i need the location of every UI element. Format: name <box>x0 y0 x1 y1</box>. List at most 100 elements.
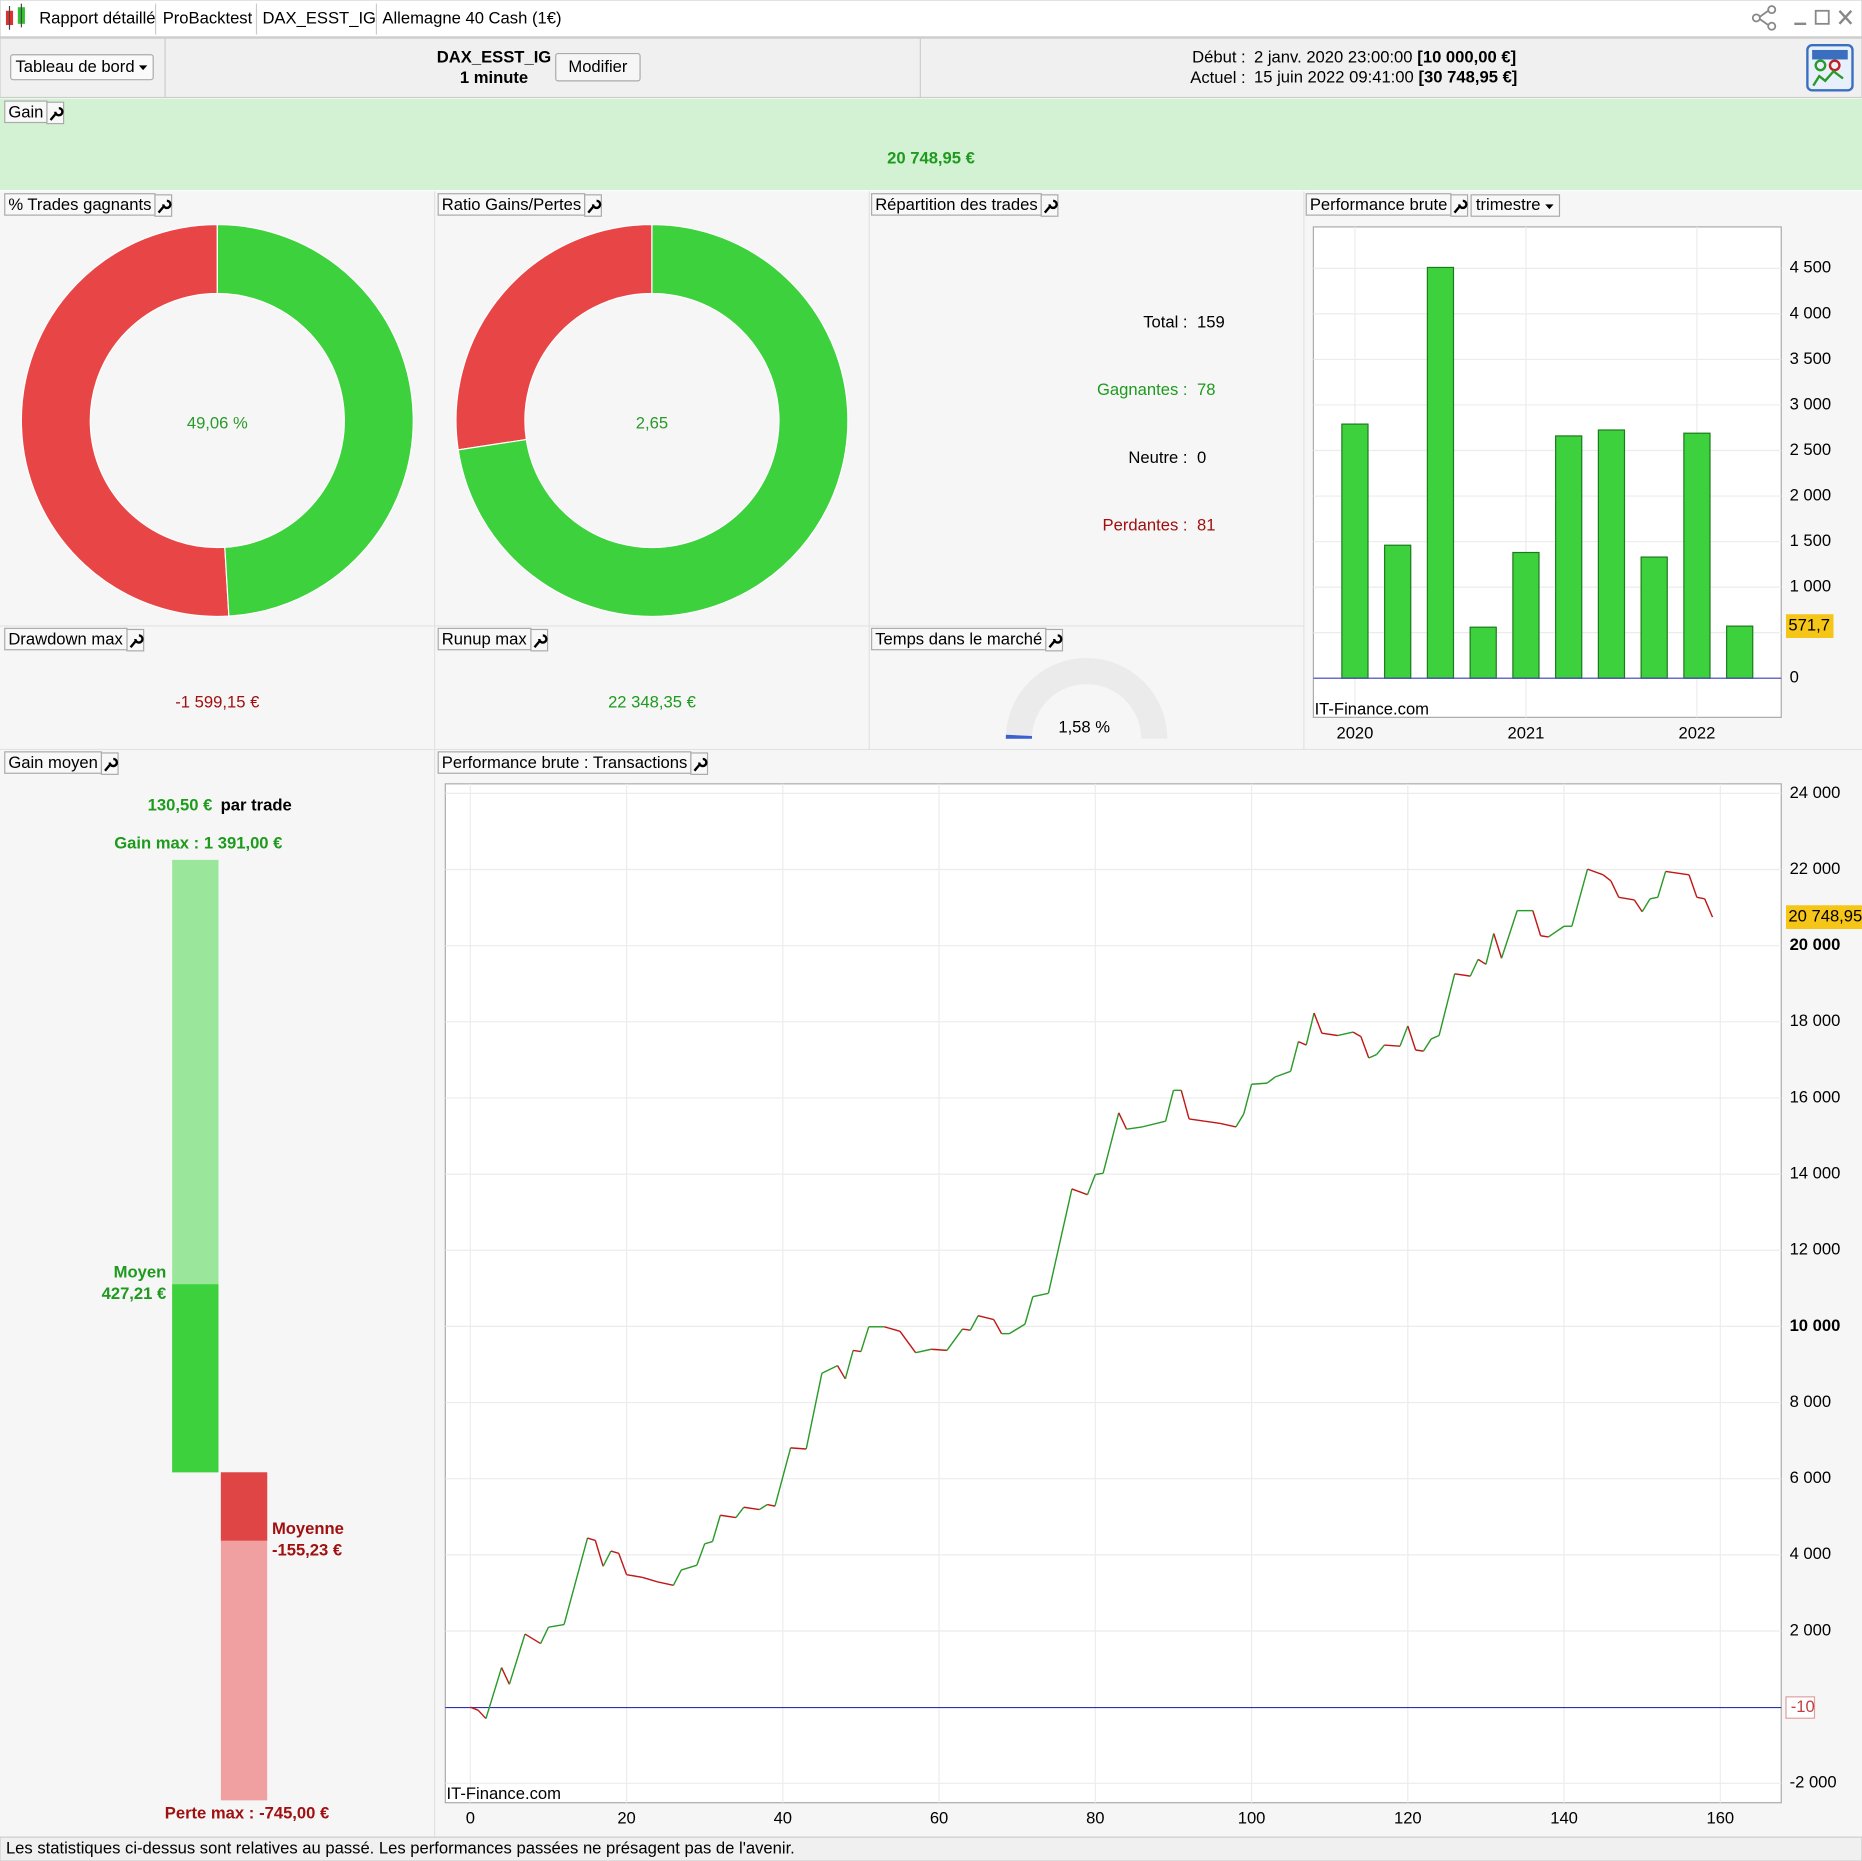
equity-segment <box>696 1543 706 1566</box>
y-tick-label: 16 000 <box>1790 1087 1841 1106</box>
equity-segment <box>1649 896 1658 900</box>
current-value: [30 748,95 €] <box>1419 68 1518 87</box>
equity-segment <box>931 1348 947 1352</box>
equity-segment <box>485 1667 503 1719</box>
equity-segment <box>1298 1040 1307 1046</box>
y-tick-label: -2 000 <box>1790 1773 1837 1792</box>
count-label: Perdantes : <box>1103 516 1188 535</box>
last-value-marker <box>1786 905 1862 930</box>
bar <box>1597 429 1626 679</box>
start-label: Début : <box>1192 48 1246 67</box>
runup-value: 22 348,35 € <box>608 692 696 711</box>
equity-segment <box>1204 1120 1221 1125</box>
equity-segment <box>1602 874 1612 882</box>
equity-segment <box>860 1326 870 1352</box>
x-tick-label: 2022 <box>1678 723 1715 742</box>
dashboard-dropdown[interactable] <box>10 54 154 81</box>
start-info: 2 janv. 2020 23:00:00 [10 000,00 €] <box>1254 48 1516 67</box>
equity-segment <box>1274 1070 1291 1078</box>
equity-segment <box>1180 1090 1190 1120</box>
equity-segment <box>1047 1188 1073 1294</box>
equity-segment <box>758 1503 768 1511</box>
y-tick-label: 4 500 <box>1790 258 1832 277</box>
equity-segment <box>711 1515 721 1542</box>
equity-segment <box>672 1569 682 1586</box>
avg-gain-bar <box>172 1284 219 1473</box>
average-gain: 130,50 € par trade <box>148 796 292 815</box>
count-label: Neutre : <box>1128 448 1187 467</box>
footer <box>0 1836 1862 1861</box>
count-label: Gagnantes : <box>1097 380 1188 399</box>
equity-segment <box>1352 1031 1362 1038</box>
y-tick-label: 1 500 <box>1790 531 1832 550</box>
equity-segment <box>681 1564 698 1571</box>
equity-segment <box>563 1537 589 1625</box>
bar <box>1512 551 1540 679</box>
equity-segment <box>1071 1188 1088 1196</box>
equity-segment <box>1532 910 1542 936</box>
last-value-label: 20 748,95 <box>1788 907 1862 926</box>
equity-segment <box>946 1328 964 1351</box>
equity-segment <box>641 1576 659 1583</box>
wrench-icon <box>693 757 708 772</box>
modify-button[interactable] <box>555 52 641 82</box>
tab[interactable]: DAX_ESST_IG <box>262 8 376 27</box>
reference-label: -10 <box>1791 1697 1815 1716</box>
loss-segment <box>455 223 653 451</box>
y-tick-label: 4 000 <box>1790 1544 1832 1563</box>
equity-segment <box>1485 933 1495 965</box>
equity-segment <box>1024 1296 1034 1325</box>
equity-segment <box>1337 1031 1354 1037</box>
maximize-button[interactable] <box>1814 9 1830 25</box>
equity-segment <box>836 1365 846 1380</box>
stat-label: Gain max : 1 391,00 € <box>114 834 282 853</box>
equity-segment <box>1305 1012 1315 1046</box>
equity-segment <box>1618 896 1635 901</box>
gauge-label: 1,58 % <box>1058 717 1110 736</box>
equity-segment <box>1407 1025 1417 1051</box>
y-tick-label: 1 000 <box>1790 576 1832 595</box>
start-value: [10 000,00 €] <box>1417 48 1516 67</box>
period-dropdown: trimestre <box>1476 195 1541 214</box>
equity-segment <box>1548 925 1565 938</box>
equity-segment <box>1164 1090 1175 1122</box>
tab[interactable]: ProBacktest <box>163 8 253 27</box>
equity-segment <box>657 1581 674 1587</box>
y-tick-label: 8 000 <box>1790 1392 1832 1411</box>
gain-value: 20 748,95 € <box>887 149 975 168</box>
equity-segment <box>1032 1292 1049 1298</box>
report-icon[interactable] <box>1806 44 1854 92</box>
equity-segment <box>626 1573 643 1579</box>
stat-name: Moyenne <box>272 1519 344 1538</box>
equity-segment <box>1422 1038 1432 1052</box>
tab[interactable]: Rapport détaillé <box>39 8 155 27</box>
share-button[interactable] <box>1751 5 1777 31</box>
stat-name: Moyen <box>114 1262 167 1281</box>
panel-title: Drawdown max <box>8 630 123 649</box>
y-tick-label: 3 000 <box>1790 394 1832 413</box>
equity-segment <box>853 1349 862 1353</box>
count-value: 81 <box>1197 516 1215 535</box>
equity-segment <box>1688 874 1698 898</box>
wrench-icon <box>1048 634 1063 649</box>
panel-title: Gain <box>8 102 43 121</box>
equity-segment <box>1118 1112 1128 1130</box>
equity-segment <box>1376 1044 1385 1056</box>
equity-segment <box>977 1315 994 1321</box>
plot-area <box>444 783 1782 1804</box>
period-box <box>1470 194 1561 217</box>
stat-value: -745,00 € <box>259 1804 329 1823</box>
equity-segment <box>790 1447 807 1450</box>
equity-segment <box>1571 868 1589 927</box>
wrench-icon <box>533 634 548 649</box>
y-tick-label: 18 000 <box>1790 1011 1841 1030</box>
equity-segment <box>539 1626 550 1644</box>
y-tick-label: 2 000 <box>1790 485 1832 504</box>
equity-segment <box>1696 896 1705 900</box>
dropdown-arrow <box>138 65 148 71</box>
tab[interactable]: Allemagne 40 Cash (1€) <box>382 8 561 27</box>
close-button[interactable] <box>1838 9 1853 25</box>
y-tick-label: 12 000 <box>1790 1240 1841 1259</box>
x-tick-label: 60 <box>930 1809 948 1828</box>
y-tick-label: 6 000 <box>1790 1468 1832 1487</box>
